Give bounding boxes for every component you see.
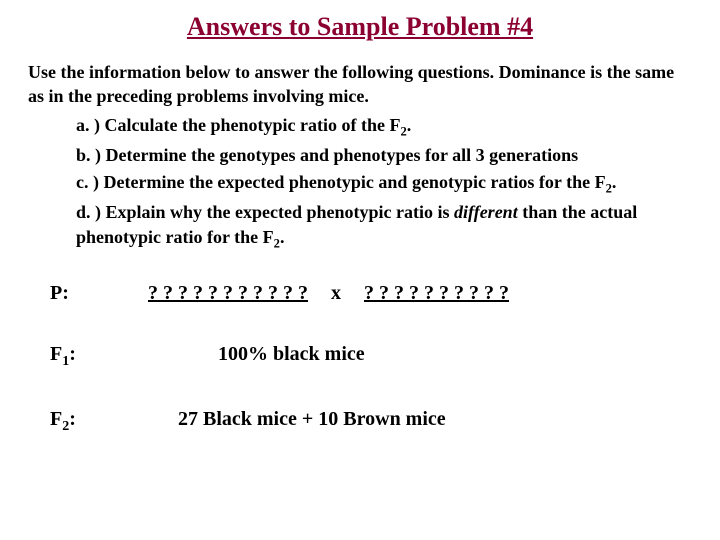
item-a: a. ) Calculate the phenotypic ratio of t… <box>76 113 692 141</box>
gen-p-label: P: <box>28 282 98 305</box>
item-d-pre: d. ) Explain why the expected phenotypic… <box>76 202 454 222</box>
gen-f2-pre: F <box>50 408 62 430</box>
generations: P: ? ? ? ? ? ? ? ? ? ? ? x ? ? ? ? ? ? ?… <box>28 282 692 435</box>
gen-f1-row: F1: 100% black mice <box>28 343 692 370</box>
item-a-pre: a. ) Calculate the phenotypic ratio of t… <box>76 115 400 135</box>
item-c: c. ) Determine the expected phenotypic a… <box>76 170 692 198</box>
gen-f1-pre: F <box>50 343 62 365</box>
gen-p-content: ? ? ? ? ? ? ? ? ? ? ? x ? ? ? ? ? ? ? ? … <box>98 282 692 305</box>
item-d: d. ) Explain why the expected phenotypic… <box>76 200 692 253</box>
gen-f2-row: F2: 27 Black mice + 10 Brown mice <box>28 408 692 435</box>
gen-f2-label: F2: <box>28 408 98 435</box>
gen-p-row: P: ? ? ? ? ? ? ? ? ? ? ? x ? ? ? ? ? ? ?… <box>28 282 692 305</box>
question-list: a. ) Calculate the phenotypic ratio of t… <box>28 113 692 254</box>
item-c-pre: c. ) Determine the expected phenotypic a… <box>76 172 606 192</box>
gen-p-right: ? ? ? ? ? ? ? ? ? ? <box>364 282 509 304</box>
gen-f2-content: 27 Black mice + 10 Brown mice <box>98 408 692 431</box>
gen-f2-post: : <box>69 408 76 430</box>
gen-p-left: ? ? ? ? ? ? ? ? ? ? ? <box>148 282 308 304</box>
item-d-post: . <box>280 227 285 247</box>
item-a-post: . <box>407 115 412 135</box>
item-c-post: . <box>612 172 617 192</box>
gen-f1-content: 100% black mice <box>98 343 692 366</box>
item-d-italic: different <box>454 202 518 222</box>
gen-f1-post: : <box>69 343 76 365</box>
intro-text: Use the information below to answer the … <box>28 60 692 109</box>
gen-f1-label: F1: <box>28 343 98 370</box>
item-b: b. ) Determine the genotypes and phenoty… <box>76 143 692 168</box>
gen-p-x: x <box>331 282 341 304</box>
page-title: Answers to Sample Problem #4 <box>28 12 692 42</box>
